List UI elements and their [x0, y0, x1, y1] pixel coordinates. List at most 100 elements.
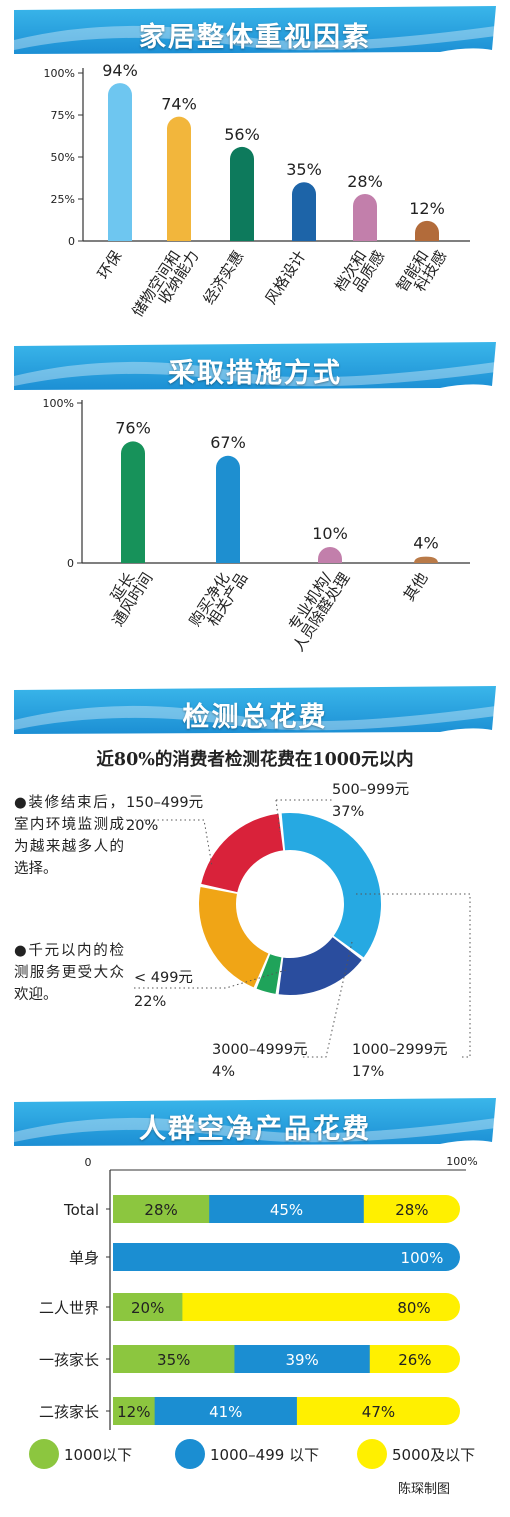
- segment-label: 28%: [395, 1201, 428, 1219]
- bar-3: [414, 556, 438, 563]
- bar-5: [415, 220, 439, 241]
- legend-swatch: [357, 1439, 387, 1469]
- legend-label: 1000以下: [64, 1446, 132, 1464]
- row-label: Total: [63, 1201, 99, 1219]
- stack-segment: [209, 1195, 365, 1223]
- y-tick-label: 100%: [43, 397, 74, 410]
- segment-label: 80%: [397, 1299, 430, 1317]
- y-tick-label: 25%: [51, 193, 75, 206]
- bar-1: [216, 455, 240, 563]
- segment-label: 47%: [362, 1403, 395, 1421]
- y-tick-label: 0: [67, 557, 74, 570]
- leader-line: [275, 799, 332, 833]
- bar-2: [230, 146, 254, 241]
- bar-value-label: 4%: [413, 534, 438, 553]
- stack-segment: [154, 1397, 298, 1425]
- legend-label: 1000–499 以下: [210, 1446, 319, 1464]
- segment-label: 41%: [209, 1403, 242, 1421]
- segment-label: 100%: [401, 1249, 444, 1267]
- slice-value: 20%: [126, 818, 158, 834]
- donut-slice-1: [278, 937, 362, 995]
- bar-2: [318, 547, 342, 563]
- category-label: 经济实惠: [200, 247, 248, 307]
- note-1: ●装修结束后，室内环境监测成为越来越多人的选择。: [14, 795, 124, 877]
- segment-label: 39%: [285, 1351, 318, 1369]
- legend-label: 5000及以下: [392, 1446, 475, 1464]
- stack-segment: [182, 1293, 460, 1321]
- chart3-title: 检测总花费: [182, 702, 328, 733]
- bar-3: [292, 182, 316, 241]
- chart-factors: 100%75%50%25%094%环保74%储物空间和收纳能力56%经济实惠35…: [44, 61, 470, 320]
- bar-value-label: 94%: [102, 61, 138, 80]
- stack-segment: [369, 1345, 460, 1373]
- donut-slice-3: [199, 887, 269, 988]
- y-tick-label: 0: [68, 235, 75, 248]
- category-label: 风格设计: [262, 247, 310, 307]
- slice-value: 37%: [332, 804, 364, 820]
- bar-value-label: 76%: [115, 418, 151, 437]
- stack-segment: [113, 1293, 183, 1321]
- slice-value: 4%: [212, 1064, 235, 1080]
- chart-measures: 100%076%延长通风时间67%购买净化相关产品10%专业机构/人员除醛处理4…: [43, 397, 470, 655]
- segment-label: 28%: [144, 1201, 177, 1219]
- chart-testing-cost: 500–999元 37% 1000–2999元 17% 3000–4999元 4% < 49…: [126, 782, 471, 1080]
- bar-4: [353, 193, 377, 241]
- leader-line: [126, 819, 213, 867]
- row-label: 二人世界: [39, 1299, 99, 1317]
- stack-segment: [113, 1243, 460, 1271]
- slice-value: 22%: [134, 994, 166, 1010]
- y-tick-label: 75%: [51, 109, 75, 122]
- leader-line: [300, 941, 353, 1058]
- y-tick-label: 100%: [44, 67, 75, 80]
- chart4-title: 人群空净产品花费: [139, 1114, 371, 1145]
- stack-segment: [113, 1397, 156, 1425]
- chart-purifier-spend: 0 100% Total 28% 45% 28% 单身 100% 二人世界 20% 80% 一孩家长 3…: [29, 1155, 478, 1469]
- chart3-subtitle: 近80%的消费者检测花费在1000元以内: [96, 750, 414, 770]
- segment-label: 12%: [117, 1403, 150, 1421]
- legend-swatch: [29, 1439, 59, 1469]
- row-label: 单身: [69, 1249, 99, 1267]
- y-tick-label: 50%: [51, 151, 75, 164]
- bar-1: [167, 116, 191, 241]
- segment-label: 35%: [157, 1351, 190, 1369]
- chart1-title: 家居整体重视因素: [139, 22, 371, 53]
- donut-slice-2: [256, 954, 282, 994]
- slice-label: 500–999元: [332, 782, 409, 798]
- bar-value-label: 35%: [286, 160, 322, 179]
- stack-segment: [113, 1345, 235, 1373]
- donut-slice-4: [201, 813, 284, 893]
- slice-label: 150–499元: [126, 795, 203, 811]
- segment-label: 20%: [131, 1299, 164, 1317]
- row-label: 一孩家长: [39, 1351, 99, 1369]
- slice-label: < 499元: [134, 970, 193, 986]
- note-2: ●千元以内的检测服务更受大众欢迎。: [14, 943, 124, 1003]
- bar-value-label: 12%: [409, 199, 445, 218]
- stack-segment: [113, 1195, 210, 1223]
- donut-slice-0: [281, 813, 382, 958]
- chart2-title: 采取措施方式: [168, 358, 342, 389]
- bar-value-label: 67%: [210, 433, 246, 452]
- banner-purifier-spend: 人群空净产品花费: [0, 1098, 510, 1152]
- category-label: 环保: [94, 247, 125, 282]
- stack-segment: [363, 1195, 460, 1223]
- legend-swatch: [175, 1439, 205, 1469]
- banner-factors: 家居整体重视因素: [0, 6, 510, 60]
- x-tick-start: 0: [85, 1156, 92, 1169]
- x-tick-end: 100%: [446, 1155, 477, 1168]
- banner-testing-cost: 检测总花费: [0, 686, 510, 740]
- bar-value-label: 74%: [161, 95, 197, 114]
- slice-label: 1000–2999元: [352, 1042, 448, 1058]
- credit: 陈琛制图: [398, 1482, 451, 1497]
- category-label: 其他: [400, 569, 431, 604]
- slice-value: 17%: [352, 1064, 384, 1080]
- segment-label: 26%: [398, 1351, 431, 1369]
- bar-0: [121, 441, 145, 563]
- bar-value-label: 56%: [224, 125, 260, 144]
- stack-segment: [234, 1345, 371, 1373]
- banner-measures: 采取措施方式: [0, 342, 510, 396]
- bar-value-label: 10%: [312, 524, 348, 543]
- stack-segment: [296, 1397, 460, 1425]
- segment-label: 45%: [270, 1201, 303, 1219]
- row-label: 二孩家长: [39, 1403, 99, 1421]
- bar-value-label: 28%: [347, 172, 383, 191]
